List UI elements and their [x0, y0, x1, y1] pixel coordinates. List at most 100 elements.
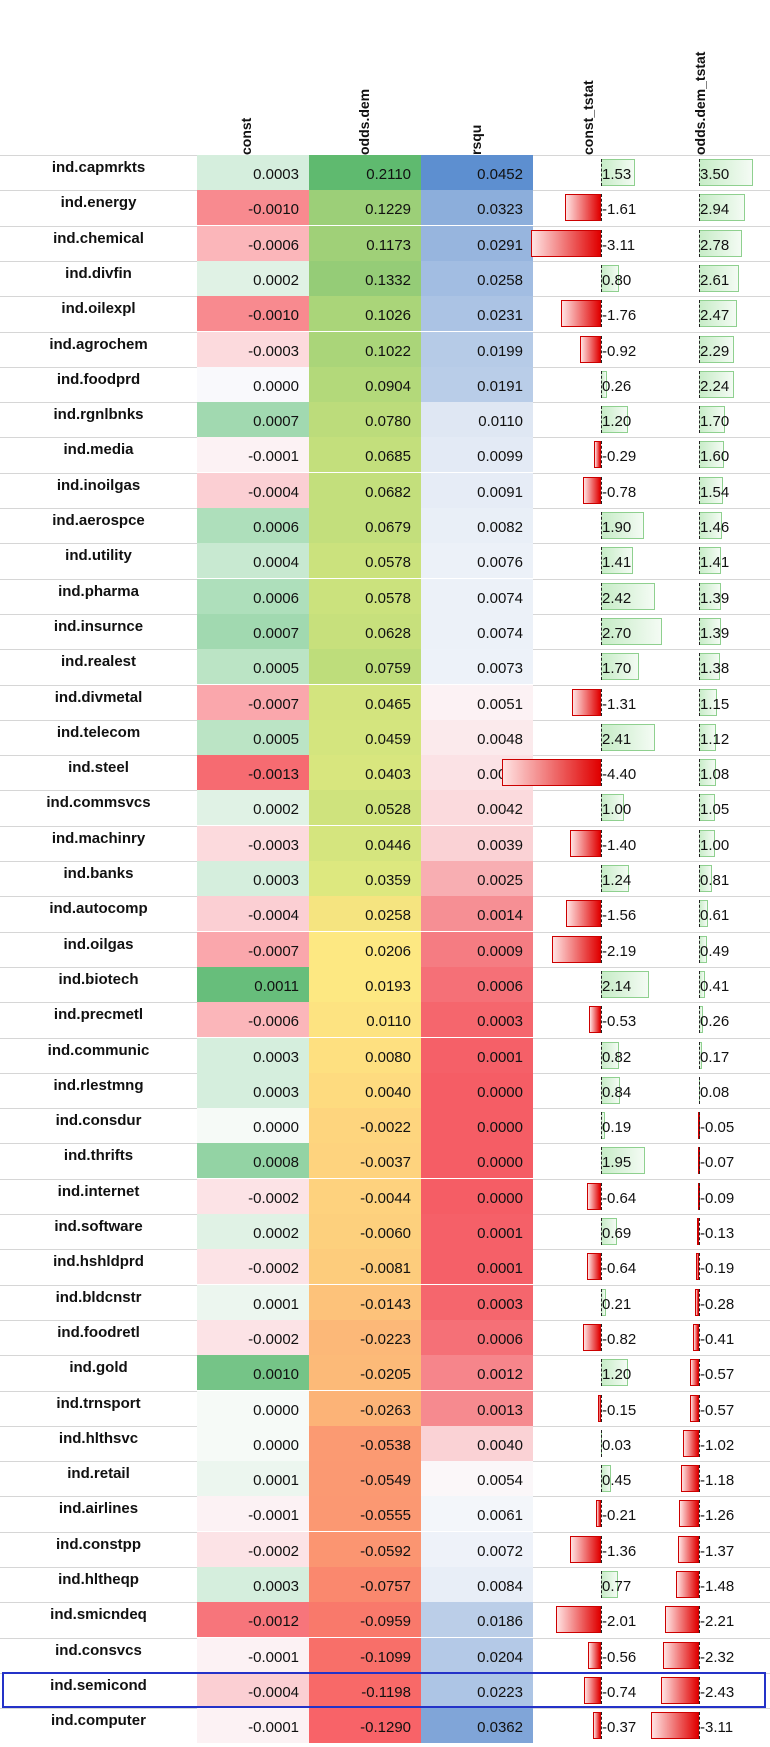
table-row[interactable]: ind.energy -0.0010 0.1229 0.0323 -1.61 2.94	[0, 190, 770, 226]
row-label: ind.trnsport	[56, 1394, 141, 1412]
rsqu-cell: 0.0231	[421, 296, 533, 332]
table-row[interactable]: ind.constpp -0.0002 -0.0592 0.0072 -1.36 -1.3…	[0, 1531, 770, 1567]
table-row[interactable]: ind.foodprd 0.0000 0.0904 0.0191 0.26 2.24	[0, 366, 770, 402]
table-row[interactable]: ind.smicndeq -0.0012 -0.0959 0.0186 -2.01 -2.…	[0, 1602, 770, 1638]
const-tstat-value: 0.82	[602, 1048, 632, 1066]
const-tstat-cell: 2.14	[533, 967, 650, 1002]
const-tstat-cell: 0.03	[533, 1426, 645, 1461]
const-tstat-axis-line	[601, 1006, 602, 1034]
table-row[interactable]: ind.foodretl -0.0002 -0.0223 0.0006 -0.82 -0.…	[0, 1319, 770, 1355]
table-row[interactable]: ind.hshldprd -0.0002 -0.0081 0.0001 -0.64 -0.…	[0, 1249, 770, 1285]
odds-dem-tstat-cell: 2.94	[645, 190, 757, 225]
table-row[interactable]: ind.machinry -0.0003 0.0446 0.0039 -1.40 1.00	[0, 825, 770, 861]
const-cell: -0.0001	[197, 1708, 309, 1744]
const-tstat-cell: -2.01	[533, 1602, 645, 1637]
table-row[interactable]: ind.consdur 0.0000 -0.0022 0.0000 0.19 -0.05	[0, 1108, 770, 1144]
table-row[interactable]: ind.hlthsvc 0.0000 -0.0538 0.0040 0.03 -1.02	[0, 1425, 770, 1461]
table-row[interactable]: ind.media -0.0001 0.0685 0.0099 -0.29 1.60	[0, 437, 770, 473]
table-row[interactable]: ind.precmetl -0.0006 0.0110 0.0003 -0.53 0.26	[0, 1002, 770, 1038]
const-tstat-cell: 0.84	[533, 1073, 645, 1108]
const-tstat-cell: -1.56	[533, 896, 645, 931]
table-row[interactable]: ind.rgnlbnks 0.0007 0.0780 0.0110 1.20 1.70	[0, 402, 770, 438]
row-label: ind.hlthsvc	[58, 1429, 139, 1447]
table-row[interactable]: ind.airlines -0.0001 -0.0555 0.0061 -0.21 -1.…	[0, 1496, 770, 1532]
table-row[interactable]: ind.communic 0.0003 0.0080 0.0001 0.82 0.17	[0, 1037, 770, 1073]
const-tstat-axis-line	[601, 900, 602, 928]
const-tstat-cell: 1.20	[533, 1355, 645, 1390]
table-row[interactable]: ind.software 0.0002 -0.0060 0.0001 0.69 -0.13	[0, 1214, 770, 1249]
odds-dem-tstat-cell: 0.61	[645, 896, 757, 931]
const-tstat-bar	[601, 512, 644, 539]
table-row[interactable]: ind.gold 0.0010 -0.0205 0.0012 1.20 -0.57	[0, 1355, 770, 1391]
odds-dem-tstat-value: -0.09	[700, 1189, 735, 1207]
rsqu-cell: 0.0001	[421, 1249, 533, 1285]
table-row[interactable]: ind.steel -0.0013 0.0403 0.0045 -4.40 1.08	[0, 755, 770, 791]
table-row[interactable]: ind.pharma 0.0006 0.0578 0.0074 2.42 1.39	[0, 578, 770, 614]
table-row[interactable]: ind.commsvcs 0.0002 0.0528 0.0042 1.00 1.05	[0, 790, 770, 826]
odds-dem-cell: 0.0359	[309, 861, 421, 896]
odds-dem-tstat-cell: -0.57	[645, 1355, 757, 1390]
odds-dem-tstat-value: 1.39	[700, 589, 730, 607]
odds-dem-tstat-axis-line	[699, 1606, 700, 1634]
odds-dem-tstat-value: -0.57	[700, 1401, 735, 1419]
odds-dem-tstat-value: -0.28	[700, 1295, 735, 1313]
const-tstat-bar	[601, 653, 640, 681]
const-cell: -0.0002	[197, 1178, 309, 1214]
table-row[interactable]: ind.thrifts 0.0008 -0.0037 0.0000 1.95 -0.07	[0, 1143, 770, 1179]
table-row[interactable]: ind.oilgas -0.0007 0.0206 0.0009 -2.19 0.49	[0, 931, 770, 967]
table-row[interactable]: ind.computer -0.0001 -0.1290 0.0362 -0.37 -3.…	[0, 1708, 770, 1744]
rsqu-cell: 0.0091	[421, 472, 533, 508]
table-row[interactable]: ind.banks 0.0003 0.0359 0.0025 1.24 0.81	[0, 861, 770, 896]
table-row[interactable]: ind.internet -0.0002 -0.0044 0.0000 -0.64 -0.…	[0, 1178, 770, 1214]
table-row[interactable]: ind.autocomp -0.0004 0.0258 0.0014 -1.56 0.61	[0, 896, 770, 932]
table-row[interactable]: ind.trnsport 0.0000 -0.0263 0.0013 -0.15 -0.5…	[0, 1390, 770, 1426]
table-row[interactable]: ind.utility 0.0004 0.0578 0.0076 1.41 1.41	[0, 543, 770, 579]
const-tstat-axis-line	[601, 617, 602, 645]
table-row[interactable]: ind.telecom 0.0005 0.0459 0.0048 2.41 1.12	[0, 719, 770, 755]
row-label: ind.retail	[67, 1465, 130, 1483]
row-label: ind.communic	[47, 1041, 150, 1059]
const-cell: 0.0005	[197, 649, 309, 685]
table-row[interactable]: ind.realest 0.0005 0.0759 0.0073 1.70 1.38	[0, 649, 770, 685]
const-tstat-axis-line	[601, 1323, 602, 1351]
const-tstat-axis-line	[601, 1641, 602, 1669]
rsqu-cell: 0.0061	[421, 1496, 533, 1532]
table-row[interactable]: ind.rlestmng 0.0003 0.0040 0.0000 0.84 0.08	[0, 1072, 770, 1108]
table-row[interactable]: ind.biotech 0.0011 0.0193 0.0006 2.14 0.41	[0, 966, 770, 1002]
table-row[interactable]: ind.inoilgas -0.0004 0.0682 0.0091 -0.78 1.54	[0, 472, 770, 508]
odds-dem-tstat-cell: 1.05	[645, 790, 757, 825]
odds-dem-tstat-value: 1.38	[700, 660, 730, 678]
row-label: ind.inoilgas	[56, 476, 141, 494]
odds-dem-cell: 0.0685	[309, 437, 421, 473]
table-row[interactable]: ind.chemical -0.0006 0.1173 0.0291 -3.11 2.78	[0, 225, 770, 261]
const-tstat-bar	[601, 723, 656, 751]
const-tstat-cell: 0.21	[533, 1285, 645, 1320]
const-tstat-value: -0.56	[602, 1648, 637, 1666]
table-row[interactable]: ind.divfin 0.0002 0.1332 0.0258 0.80 2.61	[0, 260, 770, 296]
odds-dem-tstat-cell: -2.21	[645, 1602, 757, 1637]
table-row[interactable]: ind.agrochem -0.0003 0.1022 0.0199 -0.92 2.29	[0, 331, 770, 367]
const-tstat-axis-line	[601, 1606, 602, 1634]
const-cell: 0.0002	[197, 260, 309, 296]
table-row[interactable]: ind.insurnce 0.0007 0.0628 0.0074 2.70 1.39	[0, 613, 770, 649]
const-tstat-cell: 1.70	[533, 649, 645, 684]
table-row[interactable]: ind.semicond -0.0004 -0.1198 0.0223 -0.74 -2.…	[0, 1672, 770, 1708]
odds-dem-cell: 0.0679	[309, 508, 421, 543]
const-tstat-bar	[502, 759, 601, 787]
table-row[interactable]: ind.hltheqp 0.0003 -0.0757 0.0084 0.77 -1.48	[0, 1567, 770, 1602]
table-row[interactable]: ind.consvcs -0.0001 -0.1099 0.0204 -0.56 -2.3…	[0, 1637, 770, 1673]
const-tstat-axis-line	[601, 1676, 602, 1704]
rsqu-cell: 0.0012	[421, 1355, 533, 1391]
table-row[interactable]: ind.retail 0.0001 -0.0549 0.0054 0.45 -1.18	[0, 1461, 770, 1497]
odds-dem-tstat-value: 1.46	[700, 519, 730, 536]
table-row[interactable]: ind.divmetal -0.0007 0.0465 0.0051 -1.31 1.15	[0, 684, 770, 720]
table-row[interactable]: ind.capmrkts 0.0003 0.2110 0.0452 1.53 3.50	[0, 155, 770, 190]
table-row[interactable]: ind.oilexpl -0.0010 0.1026 0.0231 -1.76 2.47	[0, 296, 770, 332]
table-row[interactable]: ind.aerospce 0.0006 0.0679 0.0082 1.90 1.46	[0, 508, 770, 543]
const-tstat-bar	[580, 335, 601, 363]
row-label: ind.banks	[63, 865, 134, 882]
table-row[interactable]: ind.bldcnstr 0.0001 -0.0143 0.0003 0.21 -0.28	[0, 1284, 770, 1320]
odds-dem-cell: -0.0223	[309, 1319, 421, 1355]
row-label: ind.consvcs	[55, 1641, 142, 1659]
rsqu-cell: 0.0000	[421, 1178, 533, 1214]
